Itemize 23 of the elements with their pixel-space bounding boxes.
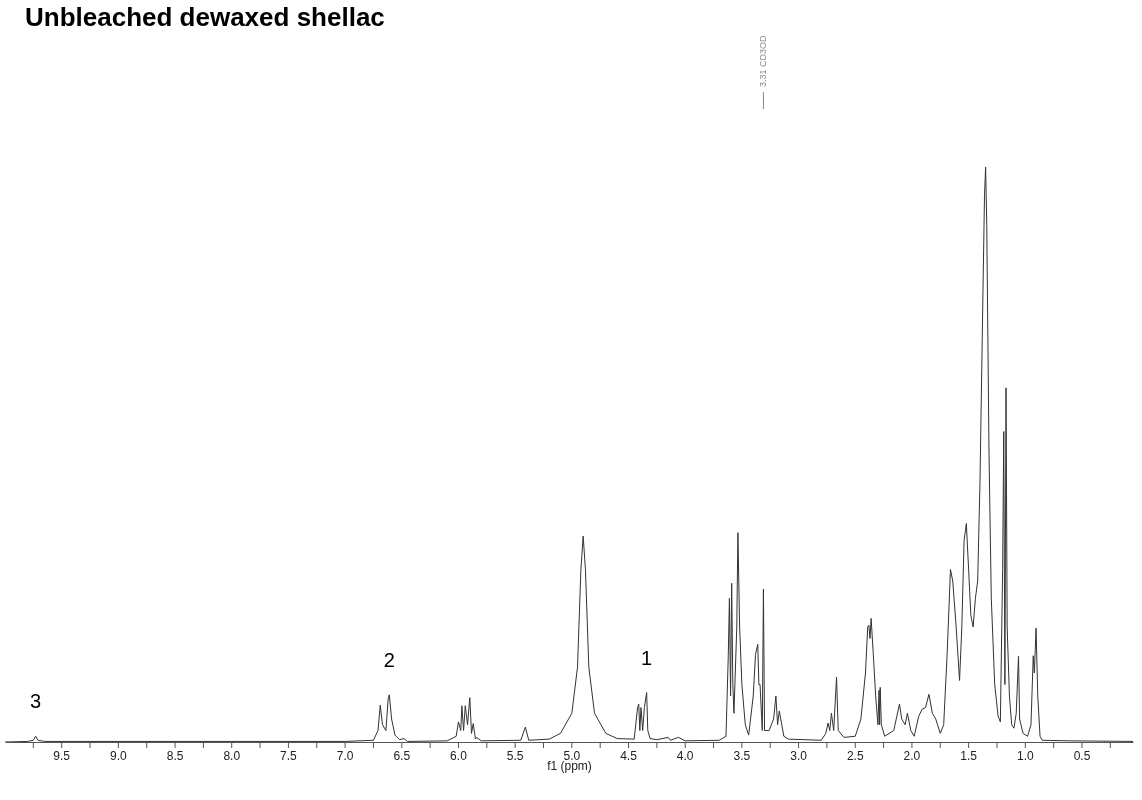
x-tick-label: 8.5	[166, 749, 184, 763]
chart-title: Unbleached dewaxed shellac	[25, 2, 385, 33]
x-tick-label: 5.5	[506, 749, 524, 763]
x-tick-label: 9.0	[110, 749, 128, 763]
x-tick-label: 8.0	[223, 749, 241, 763]
x-tick-label: 3.0	[790, 749, 808, 763]
x-tick-label: 9.5	[53, 749, 71, 763]
x-tick-label: 6.5	[393, 749, 411, 763]
x-tick-label: 4.5	[620, 749, 638, 763]
x-tick-label: 1.0	[1016, 749, 1034, 763]
x-tick-label: 7.5	[280, 749, 298, 763]
annotation: 2	[383, 648, 395, 671]
x-tick-label: 7.0	[336, 749, 354, 763]
x-tick-label: 6.0	[450, 749, 468, 763]
x-tick-label: 3.5	[733, 749, 751, 763]
annotation: 1	[641, 646, 653, 669]
annotation: 3	[30, 690, 42, 713]
x-tick-label: 4.0	[676, 749, 694, 763]
x-tick-label: 1.5	[960, 749, 978, 763]
x-tick-label: 0.5	[1073, 749, 1091, 763]
x-tick-label: 2.5	[846, 749, 864, 763]
annotation: 3.31 CD3OD	[758, 34, 769, 87]
x-tick-label: 2.0	[903, 749, 921, 763]
